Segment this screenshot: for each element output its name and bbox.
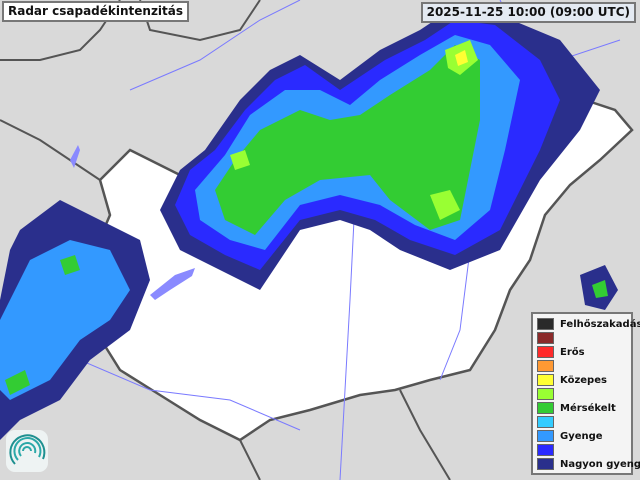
legend-label: Mérsékelt xyxy=(560,402,616,414)
legend-swatch xyxy=(537,318,554,330)
legend-swatch xyxy=(537,444,554,456)
legend-label: Felhőszakadás xyxy=(560,318,640,330)
legend-item xyxy=(537,331,627,345)
legend-swatch xyxy=(537,360,554,372)
legend-item: Nagyon gyenge xyxy=(537,457,640,471)
legend-swatch xyxy=(537,430,554,442)
legend-item xyxy=(537,359,627,373)
legend-item: Erős xyxy=(537,345,627,359)
lake-balaton xyxy=(150,268,195,300)
legend-swatch xyxy=(537,388,554,400)
lake-neusiedl xyxy=(70,145,80,168)
legend-label: Gyenge xyxy=(560,430,603,442)
legend-swatch xyxy=(537,332,554,344)
legend: Felhőszakadás Erős Közepes Mérsékelt Gyenge N… xyxy=(531,312,640,475)
legend-swatch xyxy=(537,346,554,358)
legend-label: Erős xyxy=(560,346,585,358)
timestamp: 2025-11-25 10:00 (09:00 UTC) xyxy=(420,2,636,23)
radar-precipitation xyxy=(0,10,618,440)
legend-item: Gyenge xyxy=(537,429,627,443)
legend-swatch xyxy=(537,416,554,428)
legend-swatch xyxy=(537,374,554,386)
legend-item: Mérsékelt xyxy=(537,401,627,415)
legend-item xyxy=(537,387,627,401)
legend-swatch xyxy=(537,402,554,414)
omsz-logo-icon xyxy=(6,430,48,472)
map-title: Radar csapadékintenzitás xyxy=(2,1,190,22)
legend-item xyxy=(537,443,627,457)
legend-item xyxy=(537,415,627,429)
legend-swatch xyxy=(537,458,554,470)
legend-item: Felhőszakadás xyxy=(537,317,640,331)
legend-label: Nagyon gyenge xyxy=(560,458,640,470)
legend-label: Közepes xyxy=(560,374,607,386)
legend-item: Közepes xyxy=(537,373,627,387)
